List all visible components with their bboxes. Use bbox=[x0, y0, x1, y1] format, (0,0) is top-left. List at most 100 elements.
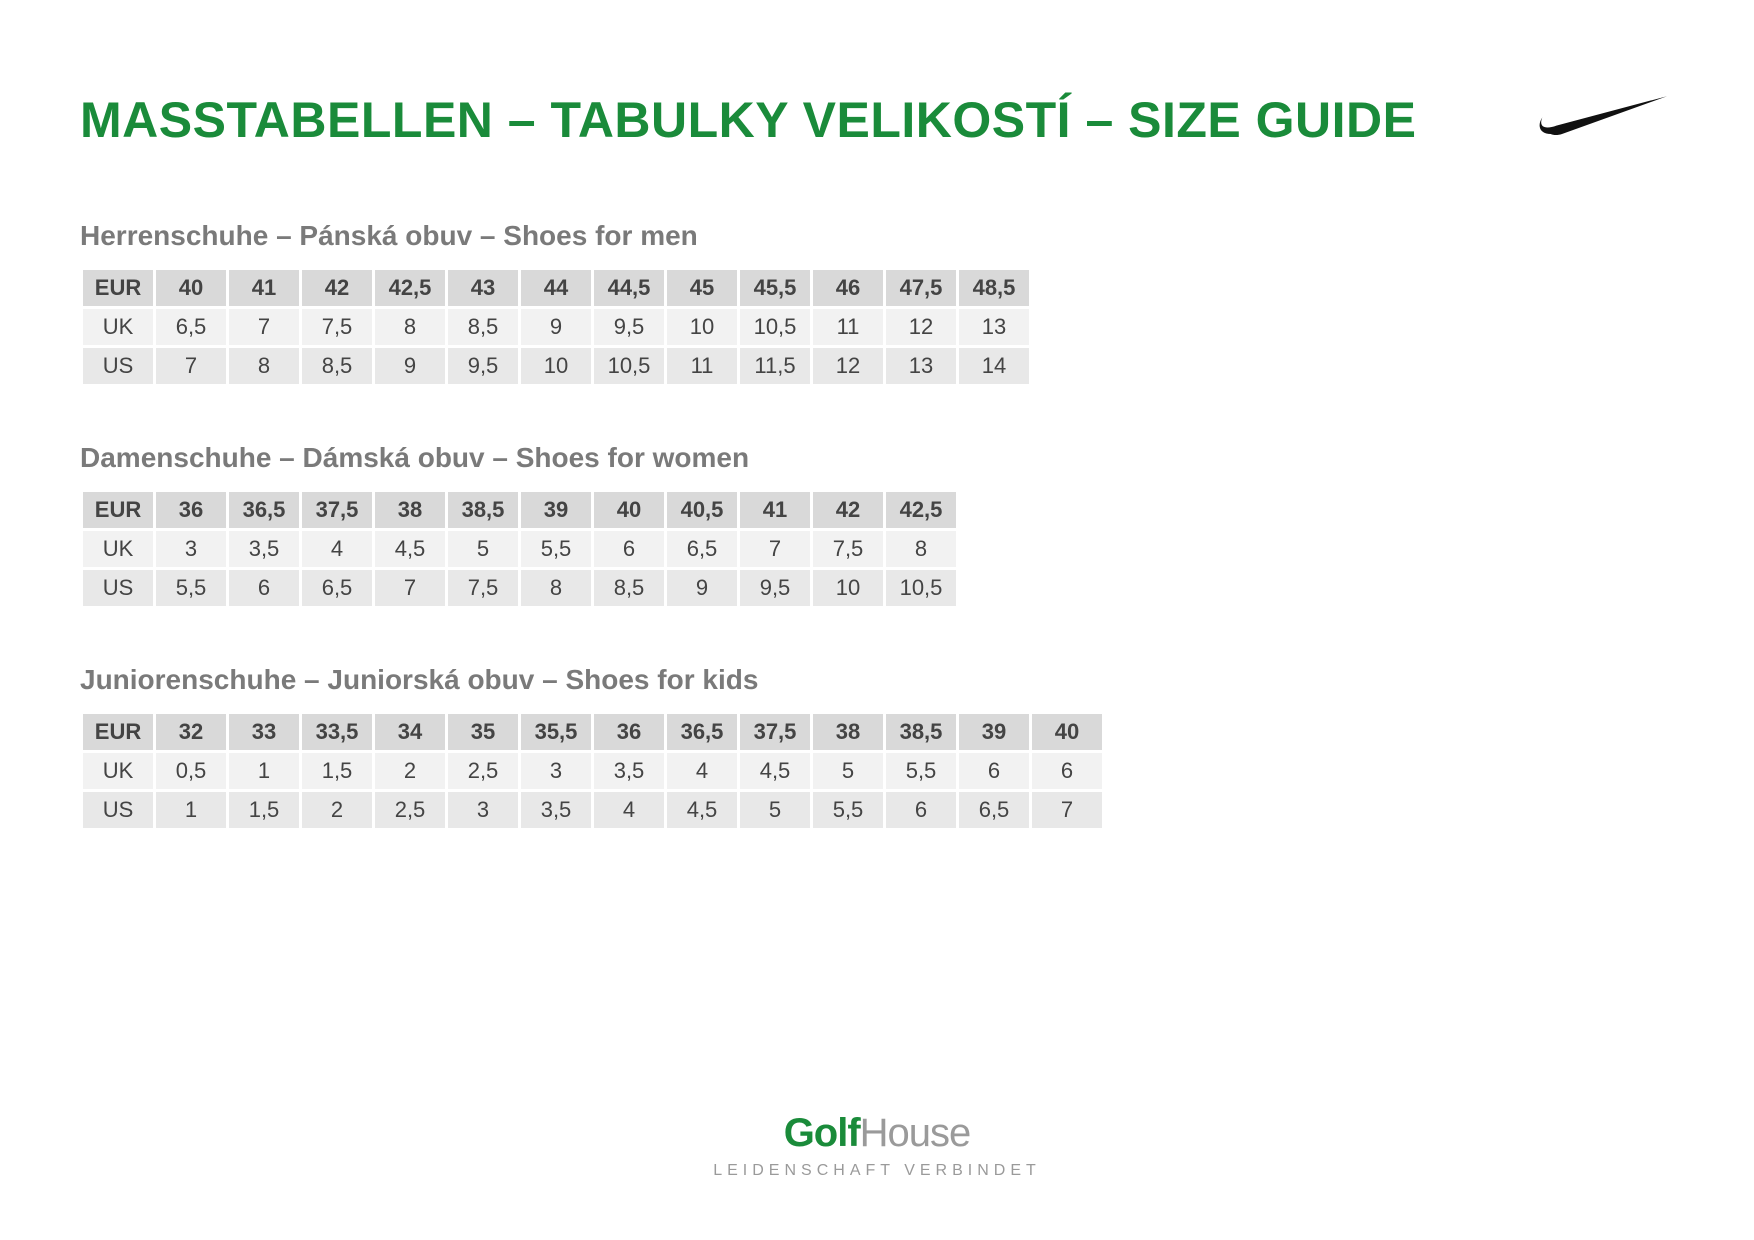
size-cell: 3 bbox=[521, 753, 591, 789]
footer: GolfHouse LEIDENSCHAFT VERBINDET bbox=[0, 1111, 1754, 1180]
size-cell: 9,5 bbox=[594, 309, 664, 345]
size-cell: 8 bbox=[229, 348, 299, 384]
table-row: US788,599,51010,51111,5121314 bbox=[83, 348, 1029, 384]
footer-logo: GolfHouse bbox=[0, 1111, 1754, 1156]
size-cell: 33,5 bbox=[302, 714, 372, 750]
size-cell: 10 bbox=[521, 348, 591, 384]
size-cell: 42,5 bbox=[886, 492, 956, 528]
size-cell: 36,5 bbox=[229, 492, 299, 528]
size-section: Damenschuhe – Dámská obuv – Shoes for wo… bbox=[80, 442, 1674, 609]
row-label: EUR bbox=[83, 714, 153, 750]
size-cell: 7 bbox=[229, 309, 299, 345]
size-cell: 4 bbox=[667, 753, 737, 789]
size-cell: 13 bbox=[959, 309, 1029, 345]
size-cell: 1 bbox=[229, 753, 299, 789]
table-row: UK6,577,588,599,51010,5111213 bbox=[83, 309, 1029, 345]
size-cell: 1,5 bbox=[229, 792, 299, 828]
row-label: EUR bbox=[83, 270, 153, 306]
table-row: EUR3636,537,53838,5394040,5414242,5 bbox=[83, 492, 956, 528]
size-cell: 3 bbox=[156, 531, 226, 567]
size-cell: 6,5 bbox=[959, 792, 1029, 828]
size-cell: 1 bbox=[156, 792, 226, 828]
size-cell: 12 bbox=[813, 348, 883, 384]
size-cell: 39 bbox=[959, 714, 1029, 750]
size-cell: 6,5 bbox=[667, 531, 737, 567]
size-cell: 6 bbox=[959, 753, 1029, 789]
table-row: UK33,544,555,566,577,58 bbox=[83, 531, 956, 567]
size-section: Juniorenschuhe – Juniorská obuv – Shoes … bbox=[80, 664, 1674, 831]
size-cell: 37,5 bbox=[302, 492, 372, 528]
size-cell: 6 bbox=[229, 570, 299, 606]
section-title: Juniorenschuhe – Juniorská obuv – Shoes … bbox=[80, 664, 1674, 696]
size-cell: 5 bbox=[740, 792, 810, 828]
size-cell: 42 bbox=[813, 492, 883, 528]
size-cell: 5,5 bbox=[156, 570, 226, 606]
size-cell: 0,5 bbox=[156, 753, 226, 789]
row-label: UK bbox=[83, 753, 153, 789]
size-cell: 40 bbox=[156, 270, 226, 306]
size-cell: 8 bbox=[886, 531, 956, 567]
size-cell: 41 bbox=[740, 492, 810, 528]
size-cell: 38,5 bbox=[448, 492, 518, 528]
size-cell: 4,5 bbox=[667, 792, 737, 828]
size-cell: 42,5 bbox=[375, 270, 445, 306]
size-cell: 6 bbox=[886, 792, 956, 828]
size-cell: 8,5 bbox=[448, 309, 518, 345]
size-cell: 9 bbox=[667, 570, 737, 606]
size-cell: 45,5 bbox=[740, 270, 810, 306]
nike-swoosh-icon bbox=[1534, 90, 1674, 150]
size-cell: 38 bbox=[813, 714, 883, 750]
size-cell: 7 bbox=[740, 531, 810, 567]
footer-tagline: LEIDENSCHAFT VERBINDET bbox=[0, 1162, 1754, 1180]
size-cell: 8 bbox=[375, 309, 445, 345]
row-label: US bbox=[83, 792, 153, 828]
size-cell: 6 bbox=[1032, 753, 1102, 789]
size-cell: 7 bbox=[375, 570, 445, 606]
size-cell: 7 bbox=[156, 348, 226, 384]
size-cell: 7,5 bbox=[302, 309, 372, 345]
size-section: Herrenschuhe – Pánská obuv – Shoes for m… bbox=[80, 220, 1674, 387]
size-cell: 38,5 bbox=[886, 714, 956, 750]
row-label: US bbox=[83, 348, 153, 384]
table-row: EUR40414242,5434444,54545,54647,548,5 bbox=[83, 270, 1029, 306]
section-title: Damenschuhe – Dámská obuv – Shoes for wo… bbox=[80, 442, 1674, 474]
size-cell: 4 bbox=[302, 531, 372, 567]
table-row: UK0,511,522,533,544,555,566 bbox=[83, 753, 1102, 789]
size-cell: 40 bbox=[1032, 714, 1102, 750]
section-title: Herrenschuhe – Pánská obuv – Shoes for m… bbox=[80, 220, 1674, 252]
size-cell: 47,5 bbox=[886, 270, 956, 306]
size-cell: 8 bbox=[521, 570, 591, 606]
size-cell: 2,5 bbox=[448, 753, 518, 789]
size-cell: 44 bbox=[521, 270, 591, 306]
table-row: US5,566,577,588,599,51010,5 bbox=[83, 570, 956, 606]
size-cell: 36 bbox=[594, 714, 664, 750]
size-cell: 9 bbox=[375, 348, 445, 384]
size-cell: 48,5 bbox=[959, 270, 1029, 306]
sections-container: Herrenschuhe – Pánská obuv – Shoes for m… bbox=[80, 220, 1674, 831]
size-cell: 7 bbox=[1032, 792, 1102, 828]
size-cell: 46 bbox=[813, 270, 883, 306]
size-cell: 6,5 bbox=[156, 309, 226, 345]
size-cell: 11,5 bbox=[740, 348, 810, 384]
size-cell: 7,5 bbox=[813, 531, 883, 567]
size-cell: 45 bbox=[667, 270, 737, 306]
row-label: EUR bbox=[83, 492, 153, 528]
row-label: UK bbox=[83, 531, 153, 567]
size-cell: 5 bbox=[448, 531, 518, 567]
size-cell: 38 bbox=[375, 492, 445, 528]
page-title: MASSTABELLEN – TABULKY VELIKOSTÍ – SIZE … bbox=[80, 91, 1417, 149]
size-cell: 10 bbox=[667, 309, 737, 345]
size-cell: 7,5 bbox=[448, 570, 518, 606]
size-cell: 10,5 bbox=[740, 309, 810, 345]
size-cell: 34 bbox=[375, 714, 445, 750]
header-row: MASSTABELLEN – TABULKY VELIKOSTÍ – SIZE … bbox=[80, 90, 1674, 150]
size-cell: 36,5 bbox=[667, 714, 737, 750]
size-cell: 5 bbox=[813, 753, 883, 789]
row-label: US bbox=[83, 570, 153, 606]
size-cell: 4 bbox=[594, 792, 664, 828]
size-cell: 4,5 bbox=[740, 753, 810, 789]
footer-logo-light: House bbox=[860, 1111, 971, 1155]
size-cell: 3 bbox=[448, 792, 518, 828]
size-cell: 5,5 bbox=[813, 792, 883, 828]
size-cell: 3,5 bbox=[521, 792, 591, 828]
